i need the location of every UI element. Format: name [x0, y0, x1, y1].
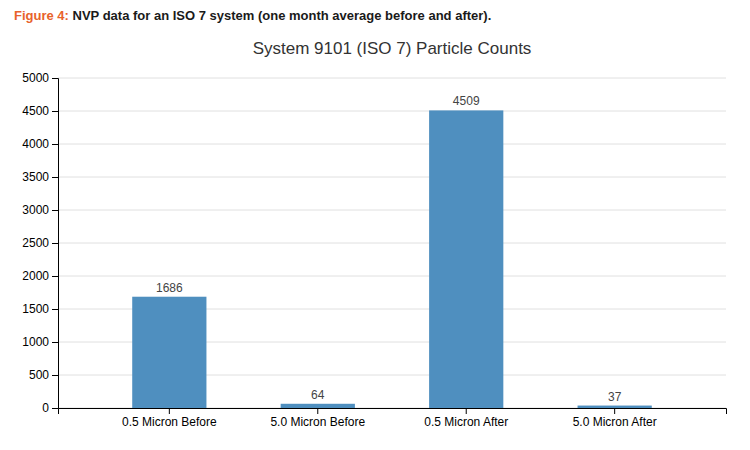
y-tick-mark [52, 144, 58, 145]
x-tick-label: 5.0 Micron After [573, 415, 657, 429]
y-tick: 4000 [22, 137, 58, 151]
bars [132, 110, 652, 408]
y-tick: 1500 [22, 302, 58, 316]
y-tick-label: 1000 [22, 335, 49, 349]
x-tick-mark [317, 408, 318, 414]
y-tick-label: 0 [42, 401, 49, 415]
x-tick: 0.5 Micron Before [122, 408, 217, 429]
bar [578, 406, 652, 408]
y-tick-mark [52, 210, 58, 211]
bar [281, 404, 355, 408]
x-tick-label: 5.0 Micron Before [270, 415, 365, 429]
grid-line [58, 276, 726, 277]
data-label: 37 [608, 390, 622, 404]
y-tick-label: 4500 [22, 104, 49, 118]
x-axis: 0.5 Micron Before 5.0 Micron Before 0.5 Mi… [59, 408, 727, 429]
chart-title: System 9101 (ISO 7) Particle Counts [253, 39, 532, 58]
x-tick-label: 0.5 Micron After [424, 415, 508, 429]
y-tick: 3500 [22, 170, 58, 184]
x-tick-mark [169, 408, 170, 414]
grid [58, 78, 726, 408]
x-tick: 5.0 Micron Before [270, 408, 365, 429]
y-tick-mark [52, 342, 58, 343]
grid-line [58, 210, 726, 211]
y-tick-label: 2000 [22, 269, 49, 283]
x-tick-mark [466, 408, 467, 414]
x-tick: 0.5 Micron After [424, 408, 508, 429]
grid-line [58, 78, 726, 79]
y-tick-label: 500 [29, 368, 49, 382]
caption: Figure 4: NVP data for an ISO 7 system (… [14, 8, 491, 23]
x-axis-line [59, 409, 727, 415]
y-tick-mark [52, 78, 58, 79]
y-tick-mark [52, 309, 58, 310]
y-tick: 4500 [22, 104, 58, 118]
caption-part: Figure 4: [14, 8, 69, 23]
plot-area: 1686 64 4509 37 0.5 Micron Before 5.0 Micron … [22, 71, 726, 428]
y-axis-line [52, 79, 59, 409]
data-label: 4509 [453, 94, 480, 108]
y-tick-mark [52, 177, 58, 178]
x-tick: 5.0 Micron After [573, 408, 657, 429]
y-tick: 2500 [22, 236, 58, 250]
grid-line [58, 243, 726, 244]
y-tick-mark [52, 111, 58, 112]
y-tick-label: 5000 [22, 71, 49, 85]
y-tick-label: 1500 [22, 302, 49, 316]
y-tick: 500 [29, 368, 58, 382]
y-tick: 5000 [22, 71, 58, 85]
bar [429, 110, 503, 408]
y-tick-mark [52, 276, 58, 277]
y-tick: 0 [42, 401, 58, 415]
y-tick: 1000 [22, 335, 58, 349]
data-label: 1686 [156, 281, 183, 295]
y-tick-label: 2500 [22, 236, 49, 250]
y-tick-label: 3000 [22, 203, 49, 217]
x-tick-mark [614, 408, 615, 414]
grid-line [58, 177, 726, 178]
y-tick-label: 3500 [22, 170, 49, 184]
y-tick-mark [52, 375, 58, 376]
chart: Figure 4: NVP data for an ISO 7 system (… [0, 0, 750, 450]
y-tick: 2000 [22, 269, 58, 283]
data-label: 64 [311, 388, 325, 402]
grid-line [58, 144, 726, 145]
y-tick-mark [52, 243, 58, 244]
grid-line [58, 111, 726, 112]
bar [132, 297, 206, 408]
y-tick-label: 4000 [22, 137, 49, 151]
y-axis: 0 500 1000 1500 2000 2500 3000 3500 4000 4500 5000 [22, 71, 58, 415]
y-tick-mark [52, 408, 58, 409]
x-tick-label: 0.5 Micron Before [122, 415, 217, 429]
y-tick: 3000 [22, 203, 58, 217]
data-labels: 1686 64 4509 37 [156, 94, 622, 403]
caption-part: NVP data for an ISO 7 system (one month … [69, 8, 491, 23]
